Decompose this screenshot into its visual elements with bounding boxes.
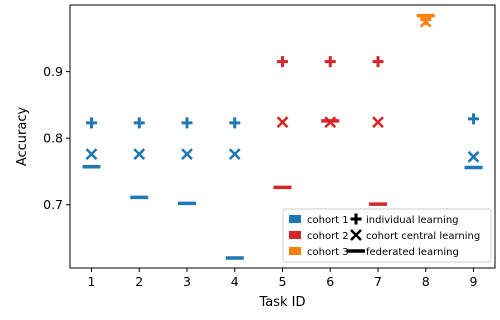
individual-learning-point [85, 117, 97, 129]
legend-label-cohort: cohort 2 [307, 231, 349, 242]
x-tick-label: 9 [470, 274, 478, 289]
y-tick-label: 0.8 [43, 131, 63, 146]
individual-learning-point [181, 117, 193, 129]
y-axis-title: Accuracy [15, 107, 30, 167]
ticks-layer: 1 2 3 4 5 6 7 8 9 0.7 0.8 0.9 [43, 64, 477, 289]
individual-learning-point [133, 117, 145, 129]
legend-box [282, 208, 492, 263]
individual-learning-point [468, 113, 480, 125]
x-axis-title: Task ID [258, 295, 305, 310]
x-stroke [133, 148, 146, 161]
cohort-central-learning-point [228, 148, 241, 161]
cohort-central-learning-point [181, 148, 193, 161]
x-stroke [372, 116, 384, 129]
cohort-central-learning-point [350, 229, 362, 241]
individual-learning-point [372, 56, 384, 68]
x-tick-label: 6 [326, 274, 334, 289]
individual-learning-point [277, 56, 288, 68]
x-stroke [228, 148, 241, 161]
x-stroke [467, 150, 480, 163]
x-tick-label: 4 [231, 274, 239, 289]
x-stroke [350, 229, 362, 241]
legend-label-method: individual learning [366, 215, 459, 226]
legend-swatch-cohort-1 [289, 215, 301, 223]
legend: cohort 1 cohort 2 cohort 3 individual learn… [282, 208, 492, 263]
cohort-central-learning-point [467, 150, 480, 163]
cohort-central-learning-point [85, 148, 98, 161]
legend-label-cohort: cohort 1 [307, 215, 349, 226]
x-tick-label: 3 [183, 274, 191, 289]
individual-learning-point [350, 213, 362, 225]
x-stroke [324, 116, 337, 129]
plot-layer [82, 13, 483, 260]
individual-learning-point [324, 56, 336, 68]
legend-swatch-cohort-3 [289, 247, 301, 255]
individual-learning-point [420, 14, 432, 26]
x-stroke [85, 148, 98, 161]
legend-label-method: cohort central learning [366, 231, 480, 242]
x-tick-label: 2 [135, 274, 143, 289]
x-tick-label: 5 [279, 274, 287, 289]
x-tick-label: 1 [88, 274, 96, 289]
legend-label-method: federated learning [366, 247, 459, 258]
y-tick-label: 0.7 [43, 197, 63, 212]
cohort-central-learning-point [133, 148, 146, 161]
y-tick-label: 0.9 [43, 64, 63, 79]
legend-label-cohort: cohort 3 [307, 247, 349, 258]
x-tick-label: 8 [422, 274, 430, 289]
cohort-central-learning-point [372, 116, 384, 129]
individual-learning-point [229, 117, 241, 129]
x-stroke [276, 116, 289, 129]
legend-swatch-cohort-2 [289, 231, 301, 239]
cohort-central-learning-point [276, 116, 289, 129]
cohort-central-learning-point [324, 116, 337, 129]
x-stroke [181, 148, 193, 161]
x-tick-label: 7 [374, 274, 382, 289]
